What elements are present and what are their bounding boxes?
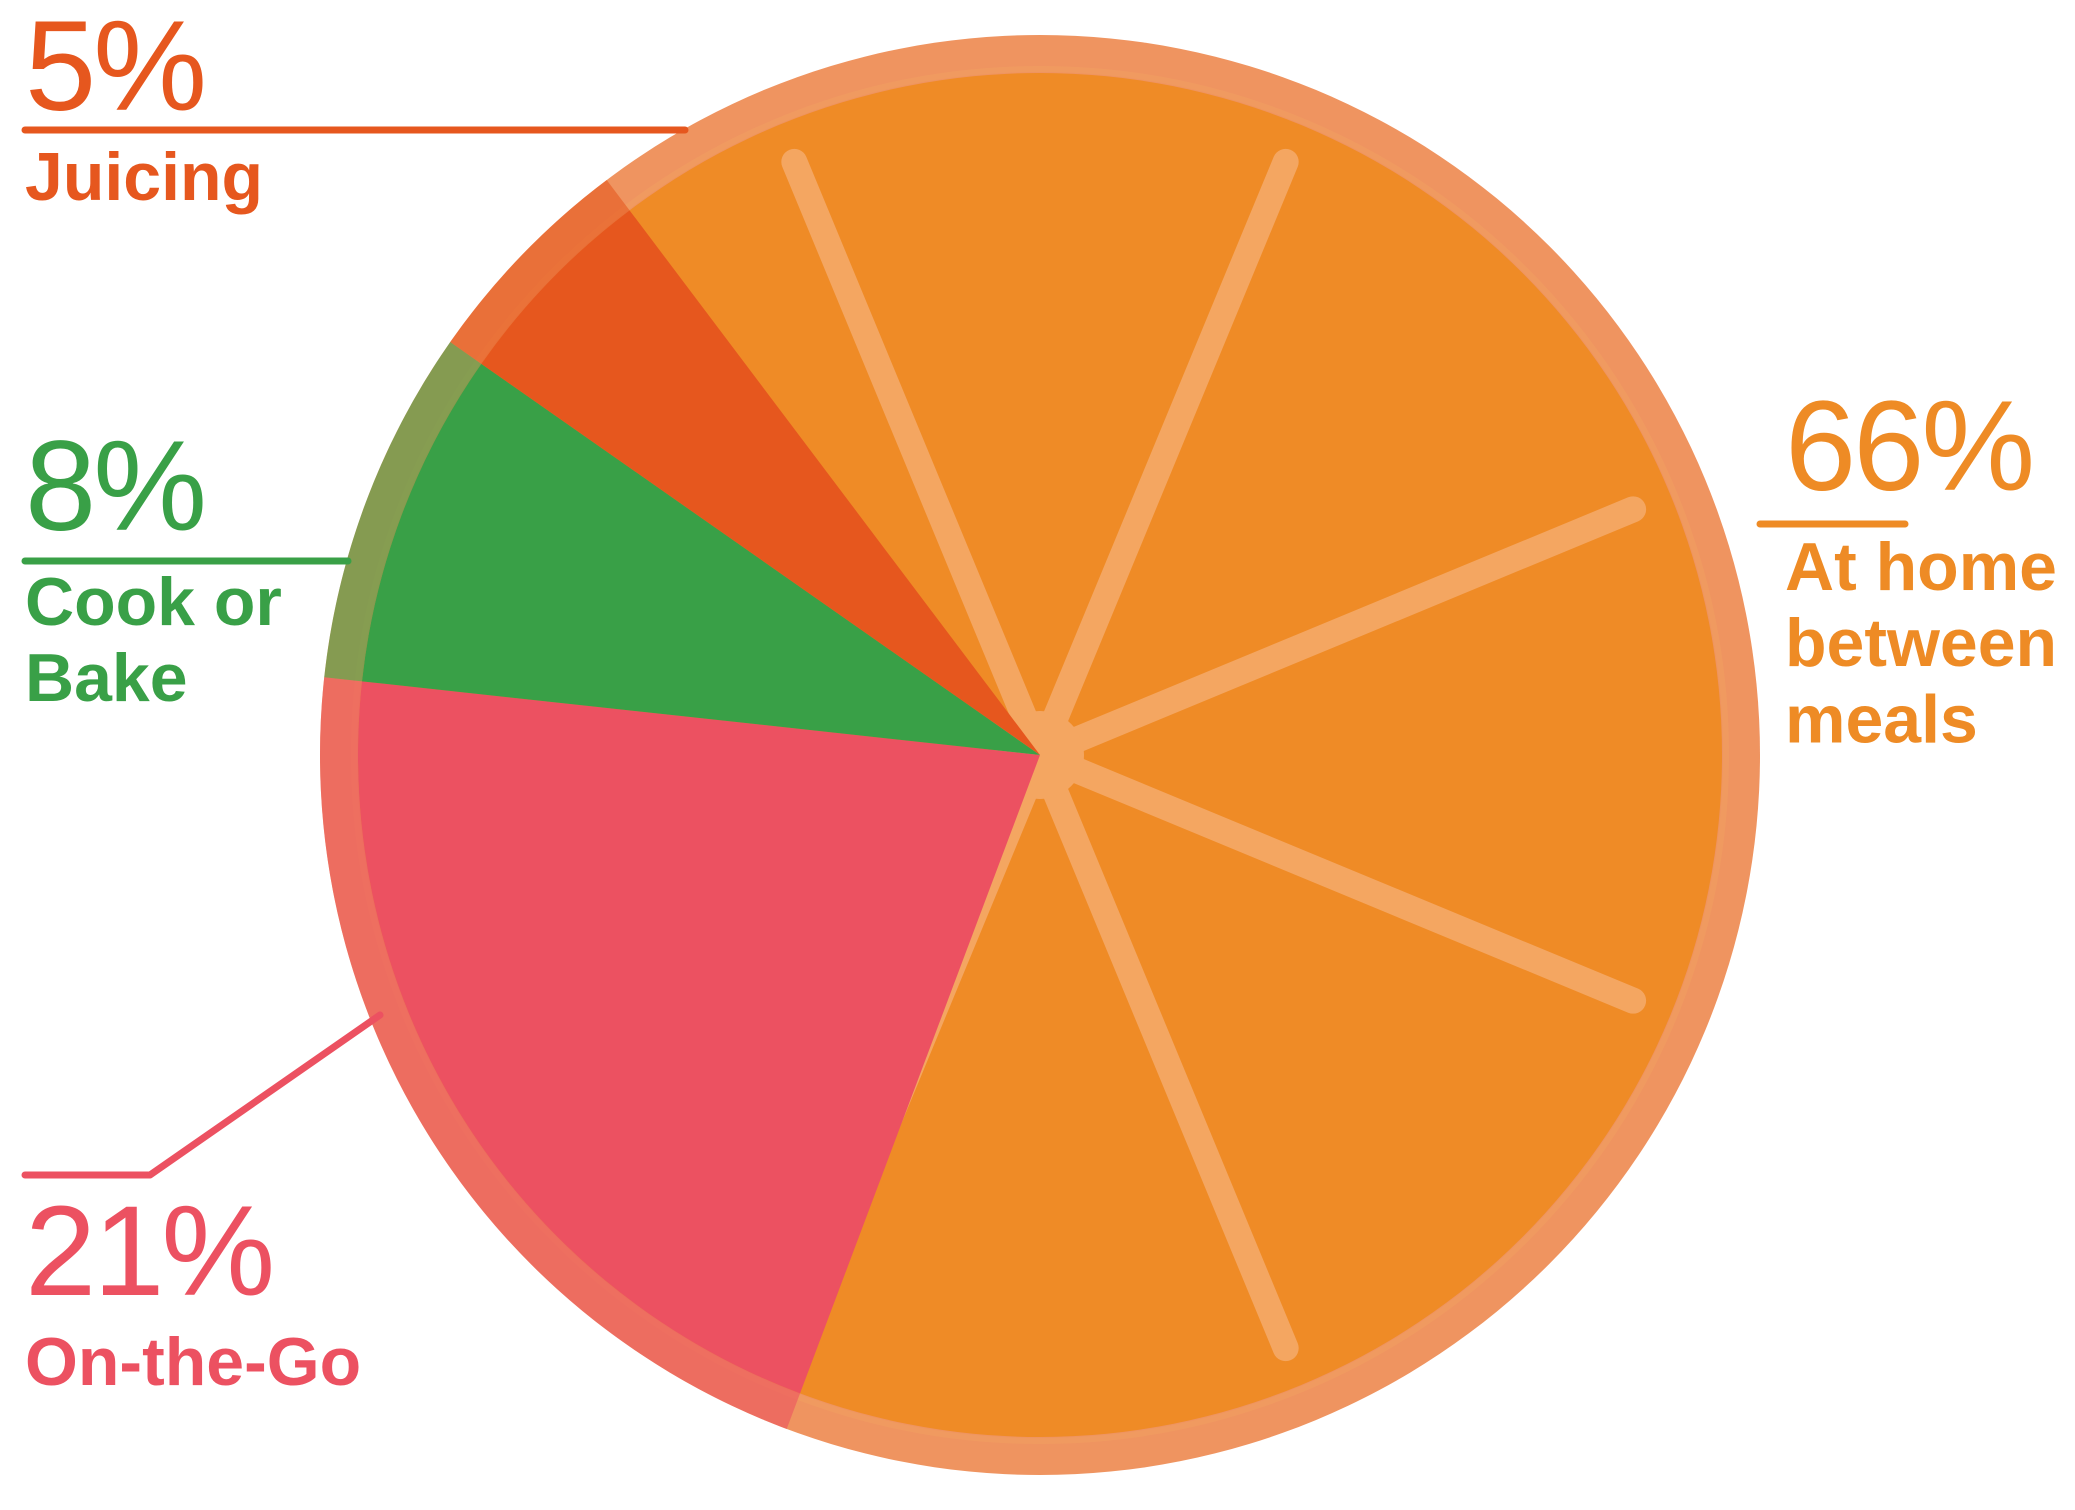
orange-pie-infographic: 66%At homebetweenmeals21%On-the-Go8%Cook…	[0, 0, 2075, 1510]
pct-at_home: 66%	[1785, 375, 2032, 518]
pct-juicing: 5%	[25, 0, 204, 138]
pie-chart-svg: 66%At homebetweenmeals21%On-the-Go8%Cook…	[0, 0, 2075, 1510]
label-juicing: Juicing	[25, 139, 263, 215]
pct-on_the_go: 21%	[25, 1180, 272, 1323]
pct-cook_bake: 8%	[25, 415, 204, 558]
label-on_the_go: On-the-Go	[25, 1324, 361, 1400]
